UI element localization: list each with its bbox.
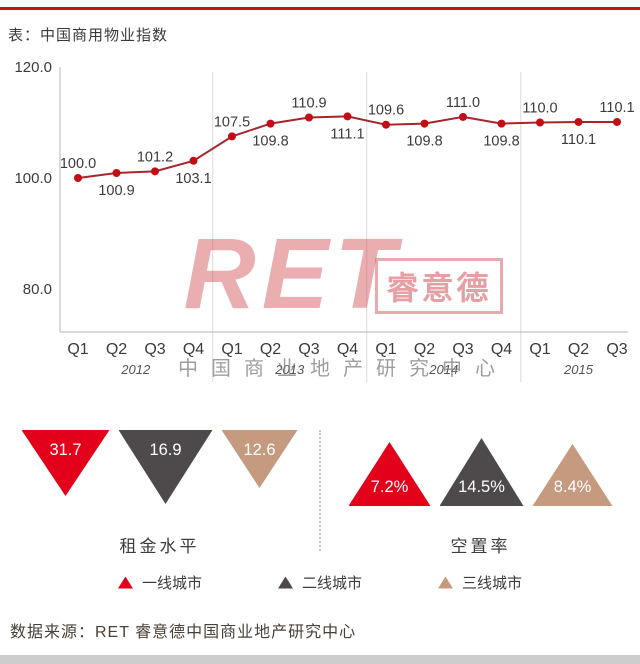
tier2-triangle-icon <box>277 576 293 589</box>
rent-tier2-triangle: 16.9 <box>118 430 213 504</box>
data-point <box>497 119 506 128</box>
index-line-chart: 2012 2013 2014 2015 120.0 100.0 80.0 Q1 Q2 Q3 Q4 Q1… <box>10 52 640 387</box>
top-accent-line <box>0 7 640 10</box>
legend-label-tier3: 三线城市 <box>462 575 523 592</box>
year-label: 2015 <box>563 362 594 377</box>
vacancy-panel-label: 空置率 <box>450 537 511 556</box>
data-point-label: 111.0 <box>446 95 480 111</box>
city-tier-legend: 一线城市 二线城市 三线城市 <box>0 572 640 593</box>
x-tick-label: Q3 <box>298 341 319 358</box>
x-tick-label: Q1 <box>221 341 242 358</box>
data-point-label: 109.8 <box>406 134 442 150</box>
data-point <box>613 117 621 126</box>
data-point <box>74 174 82 182</box>
chart-canvas: 2012 2013 2014 2015 120.0 100.0 80.0 Q1 Q2 Q3 Q4 Q1… <box>14 59 635 382</box>
x-tick-label: Q3 <box>606 341 627 358</box>
rent-tier1-value: 31.7 <box>49 441 82 459</box>
data-point-label: 109.8 <box>483 134 519 150</box>
vacancy-tier3-value: 8.4% <box>553 478 592 496</box>
data-point-label: 103.1 <box>175 171 211 187</box>
vacancy-tier3-triangle: 8.4% <box>532 444 613 506</box>
year-label: 2013 <box>274 362 305 377</box>
data-point <box>228 132 236 141</box>
x-tick-label: Q1 <box>529 341 550 358</box>
summary-panels: 31.7 16.9 12.6 租金水平 7.2% 14.5% 8.4% 空置率 <box>0 430 640 557</box>
vacancy-tier1-value: 7.2% <box>370 478 409 496</box>
data-point-label: 100.0 <box>60 156 96 172</box>
x-tick-label: Q2 <box>106 341 127 358</box>
vacancy-triangle-row: 7.2% 14.5% 8.4% <box>348 430 613 506</box>
vacancy-tier1-triangle: 7.2% <box>348 442 431 506</box>
tier1-triangle-icon <box>117 576 133 589</box>
panel-divider <box>319 430 321 551</box>
data-source: 数据来源：RET 睿意德中国商业地产研究中心 <box>10 624 357 641</box>
year-label: 2012 <box>120 362 151 377</box>
data-point <box>382 120 390 129</box>
data-point-label: 110.9 <box>291 96 326 112</box>
legend-item-tier1: 一线城市 <box>117 572 202 593</box>
data-point-label: 100.9 <box>98 183 134 199</box>
data-point <box>305 113 313 122</box>
data-point <box>343 112 352 121</box>
year-label: 2014 <box>428 362 458 377</box>
x-tick-label: Q4 <box>491 341 512 358</box>
y-tick-label: 100.0 <box>14 170 52 187</box>
data-point <box>266 119 275 128</box>
rent-tier3-triangle: 12.6 <box>221 430 298 488</box>
rent-panel-label: 租金水平 <box>119 537 200 556</box>
data-point-label: 109.8 <box>252 134 288 150</box>
rent-tier1-triangle: 31.7 <box>21 430 110 496</box>
data-point-label: 110.1 <box>599 100 634 116</box>
data-point <box>459 112 467 121</box>
rent-tier2-value: 16.9 <box>149 441 182 459</box>
legend-item-tier2: 二线城市 <box>277 572 362 593</box>
bottom-strip <box>0 655 640 664</box>
y-tick-label: 120.0 <box>14 59 52 76</box>
vacancy-tier2-triangle: 14.5% <box>439 438 524 506</box>
data-point <box>189 156 198 165</box>
vacancy-tier2-value: 14.5% <box>458 478 505 496</box>
y-tick-label: 80.0 <box>23 281 52 298</box>
rent-triangle-row: 31.7 16.9 12.6 <box>21 430 298 506</box>
x-tick-label: Q1 <box>67 341 88 358</box>
x-tick-label: Q1 <box>375 341 396 358</box>
legend-label-tier1: 一线城市 <box>141 575 202 592</box>
legend-label-tier2: 二线城市 <box>301 575 362 592</box>
x-tick-label: Q2 <box>260 341 281 358</box>
data-point <box>112 169 121 178</box>
x-tick-label: Q3 <box>452 341 473 358</box>
x-tick-label: Q2 <box>414 341 435 358</box>
data-point <box>420 119 429 128</box>
data-point-label: 110.0 <box>522 101 557 117</box>
tier3-triangle-icon <box>438 576 453 589</box>
x-tick-label: Q4 <box>337 341 358 358</box>
vacancy-panel: 7.2% 14.5% 8.4% 空置率 <box>321 430 640 557</box>
rent-tier3-value: 12.6 <box>243 441 276 459</box>
data-point-label: 101.2 <box>137 149 173 165</box>
x-tick-label: Q2 <box>568 341 589 358</box>
data-point-label: 110.1 <box>561 132 596 148</box>
rent-panel: 31.7 16.9 12.6 租金水平 <box>0 430 319 557</box>
x-tick-label: Q3 <box>144 341 165 358</box>
x-tick-label: Q4 <box>183 341 204 358</box>
data-point-label: 107.5 <box>214 114 250 130</box>
legend-item-tier3: 三线城市 <box>438 572 522 593</box>
data-point <box>151 167 159 176</box>
page-title: 表：中国商用物业指数 <box>8 27 169 44</box>
data-point <box>574 117 583 126</box>
data-point-label: 109.6 <box>368 103 404 119</box>
data-point-label: 111.1 <box>330 126 364 142</box>
data-point <box>536 118 544 127</box>
